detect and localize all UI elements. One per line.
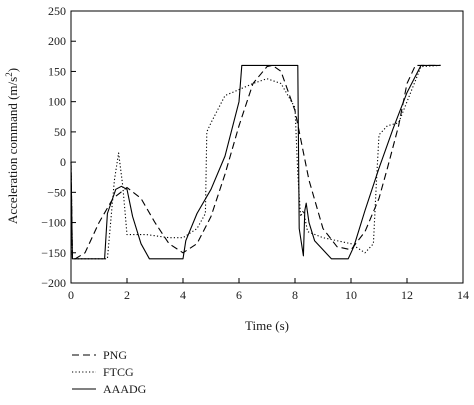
y-tick-label: −200 bbox=[41, 276, 66, 290]
legend-label-ftcg: FTCG bbox=[103, 365, 134, 379]
legend: PNG FTCG AAADG bbox=[72, 348, 147, 396]
legend-label-aaadg: AAADG bbox=[103, 382, 147, 396]
y-tick-label: 250 bbox=[48, 4, 66, 18]
y-axis-label: Acceleration command (m/s2) bbox=[4, 68, 20, 224]
x-tick-label: 4 bbox=[180, 288, 186, 302]
y-tick-label: 150 bbox=[48, 64, 66, 78]
x-tick-label: 14 bbox=[457, 288, 469, 302]
x-axis-label: Time (s) bbox=[245, 318, 289, 333]
y-axis-label-superscript: 2 bbox=[4, 72, 14, 77]
y-tick-label: −100 bbox=[41, 216, 66, 230]
y-axis-label-main: Acceleration command (m/s bbox=[5, 77, 20, 224]
y-tick-label: 100 bbox=[48, 95, 66, 109]
plot-frame bbox=[70, 10, 464, 284]
series-line-png bbox=[70, 64, 441, 260]
series-line-ftcg bbox=[70, 64, 441, 260]
x-tick-label: 6 bbox=[236, 288, 242, 302]
x-tick-label: 2 bbox=[124, 288, 130, 302]
y-axis-label-close: ) bbox=[5, 68, 20, 72]
series-line-aaadg bbox=[70, 64, 441, 260]
x-tick-label: 10 bbox=[345, 288, 357, 302]
x-tick-label: 0 bbox=[68, 288, 74, 302]
x-axis: 0 2 4 6 8 10 12 14 bbox=[68, 278, 469, 302]
y-tick-label: −50 bbox=[47, 185, 66, 199]
y-tick-label: 0 bbox=[60, 155, 66, 169]
plot-area bbox=[70, 10, 464, 284]
x-tick-label: 8 bbox=[292, 288, 298, 302]
x-tick-label: 12 bbox=[401, 288, 413, 302]
y-tick-label: −150 bbox=[41, 246, 66, 260]
y-axis: 250 200 150 100 50 0 −50 −100 −150 −200 bbox=[41, 4, 76, 290]
y-tick-label: 50 bbox=[54, 125, 66, 139]
y-tick-label: 200 bbox=[48, 34, 66, 48]
legend-label-png: PNG bbox=[103, 348, 127, 362]
